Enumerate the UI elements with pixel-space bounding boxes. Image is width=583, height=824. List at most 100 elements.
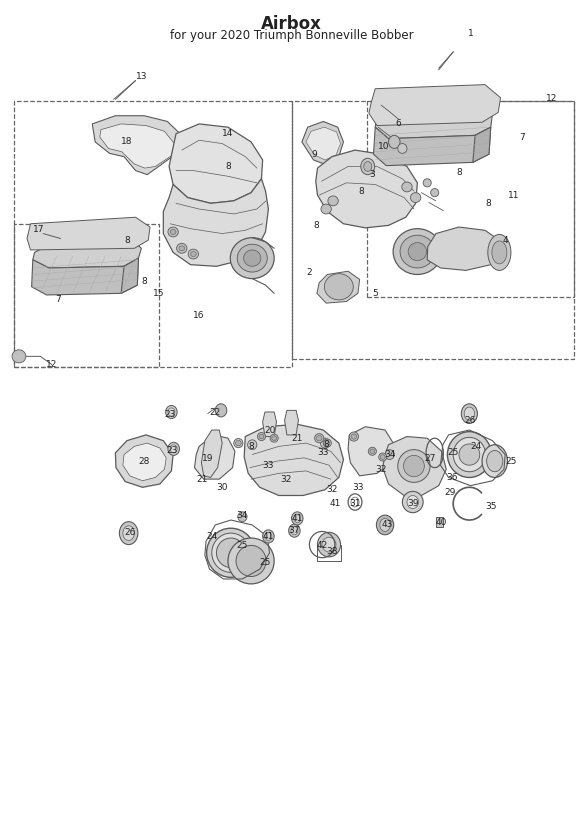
Ellipse shape bbox=[380, 518, 390, 531]
Ellipse shape bbox=[238, 512, 247, 522]
Text: 6: 6 bbox=[395, 119, 401, 129]
Text: 1: 1 bbox=[468, 29, 473, 38]
Ellipse shape bbox=[379, 453, 387, 461]
Ellipse shape bbox=[423, 179, 431, 187]
Polygon shape bbox=[100, 124, 174, 168]
Polygon shape bbox=[473, 127, 491, 162]
Polygon shape bbox=[201, 430, 222, 477]
Text: 38: 38 bbox=[326, 546, 338, 555]
Ellipse shape bbox=[170, 230, 176, 234]
Text: 16: 16 bbox=[194, 311, 205, 320]
Text: 7: 7 bbox=[519, 133, 525, 143]
Text: 41: 41 bbox=[292, 514, 303, 523]
Ellipse shape bbox=[403, 456, 424, 476]
Ellipse shape bbox=[323, 439, 331, 447]
Text: 23: 23 bbox=[164, 410, 176, 419]
Ellipse shape bbox=[361, 158, 375, 175]
Ellipse shape bbox=[380, 455, 385, 459]
Ellipse shape bbox=[168, 442, 180, 456]
Text: 32: 32 bbox=[375, 465, 387, 474]
Ellipse shape bbox=[400, 235, 435, 268]
Ellipse shape bbox=[492, 241, 507, 264]
Ellipse shape bbox=[318, 532, 340, 557]
Text: 8: 8 bbox=[141, 277, 147, 286]
Text: 33: 33 bbox=[352, 483, 364, 492]
Text: Airbox: Airbox bbox=[261, 15, 322, 33]
Ellipse shape bbox=[349, 432, 359, 441]
Ellipse shape bbox=[482, 445, 507, 477]
Polygon shape bbox=[31, 258, 139, 295]
Polygon shape bbox=[317, 271, 360, 303]
Ellipse shape bbox=[244, 250, 261, 266]
Polygon shape bbox=[195, 435, 235, 479]
Polygon shape bbox=[436, 517, 443, 527]
Ellipse shape bbox=[398, 143, 407, 153]
Ellipse shape bbox=[168, 227, 178, 236]
Text: 20: 20 bbox=[264, 425, 275, 434]
Polygon shape bbox=[369, 85, 501, 125]
Ellipse shape bbox=[237, 244, 267, 272]
Ellipse shape bbox=[206, 528, 255, 578]
Ellipse shape bbox=[407, 495, 419, 508]
Polygon shape bbox=[316, 150, 417, 228]
Ellipse shape bbox=[317, 436, 322, 441]
Text: 25: 25 bbox=[237, 541, 248, 550]
Polygon shape bbox=[427, 227, 501, 270]
Polygon shape bbox=[302, 121, 343, 165]
Text: 8: 8 bbox=[358, 186, 364, 195]
Text: 2: 2 bbox=[306, 269, 312, 278]
Polygon shape bbox=[306, 127, 340, 160]
Polygon shape bbox=[27, 218, 150, 250]
Ellipse shape bbox=[368, 447, 377, 456]
Ellipse shape bbox=[12, 350, 26, 363]
Text: 21: 21 bbox=[196, 475, 208, 484]
Text: 26: 26 bbox=[124, 528, 135, 536]
Ellipse shape bbox=[270, 434, 278, 442]
Polygon shape bbox=[374, 127, 491, 166]
Text: 12: 12 bbox=[46, 360, 58, 369]
Text: 18: 18 bbox=[121, 138, 133, 147]
Ellipse shape bbox=[402, 182, 412, 192]
Ellipse shape bbox=[321, 438, 329, 448]
Ellipse shape bbox=[179, 246, 185, 250]
Text: 35: 35 bbox=[485, 502, 497, 511]
Ellipse shape bbox=[388, 135, 400, 148]
Ellipse shape bbox=[398, 450, 430, 482]
Ellipse shape bbox=[228, 538, 274, 584]
Text: 25: 25 bbox=[505, 456, 517, 466]
Text: 8: 8 bbox=[225, 162, 231, 171]
Ellipse shape bbox=[328, 196, 338, 206]
Text: 32: 32 bbox=[280, 475, 292, 484]
Ellipse shape bbox=[321, 204, 331, 214]
Text: 8: 8 bbox=[485, 199, 491, 208]
Ellipse shape bbox=[453, 438, 486, 472]
Text: 33: 33 bbox=[263, 461, 274, 470]
Text: 3: 3 bbox=[370, 170, 375, 179]
Text: 13: 13 bbox=[136, 72, 147, 81]
Ellipse shape bbox=[464, 407, 475, 420]
Text: 28: 28 bbox=[139, 456, 150, 466]
Polygon shape bbox=[285, 410, 298, 435]
Polygon shape bbox=[244, 424, 343, 495]
Text: 24: 24 bbox=[470, 442, 482, 451]
Polygon shape bbox=[348, 427, 394, 475]
Ellipse shape bbox=[294, 514, 301, 522]
Ellipse shape bbox=[351, 434, 357, 439]
Text: 8: 8 bbox=[248, 442, 254, 451]
Text: 25: 25 bbox=[260, 558, 271, 567]
Text: for your 2020 Triumph Bonneville Bobber: for your 2020 Triumph Bonneville Bobber bbox=[170, 29, 413, 42]
Text: 34: 34 bbox=[384, 450, 395, 459]
Text: 5: 5 bbox=[373, 289, 378, 297]
Text: 31: 31 bbox=[349, 499, 361, 508]
Ellipse shape bbox=[364, 162, 372, 171]
Ellipse shape bbox=[234, 438, 243, 447]
Ellipse shape bbox=[120, 522, 138, 545]
Text: 8: 8 bbox=[456, 168, 462, 176]
Ellipse shape bbox=[236, 441, 241, 446]
Text: 40: 40 bbox=[436, 518, 447, 527]
Polygon shape bbox=[33, 238, 141, 268]
Ellipse shape bbox=[488, 234, 511, 270]
Ellipse shape bbox=[259, 434, 264, 439]
Text: 4: 4 bbox=[503, 236, 508, 245]
Ellipse shape bbox=[215, 404, 227, 417]
